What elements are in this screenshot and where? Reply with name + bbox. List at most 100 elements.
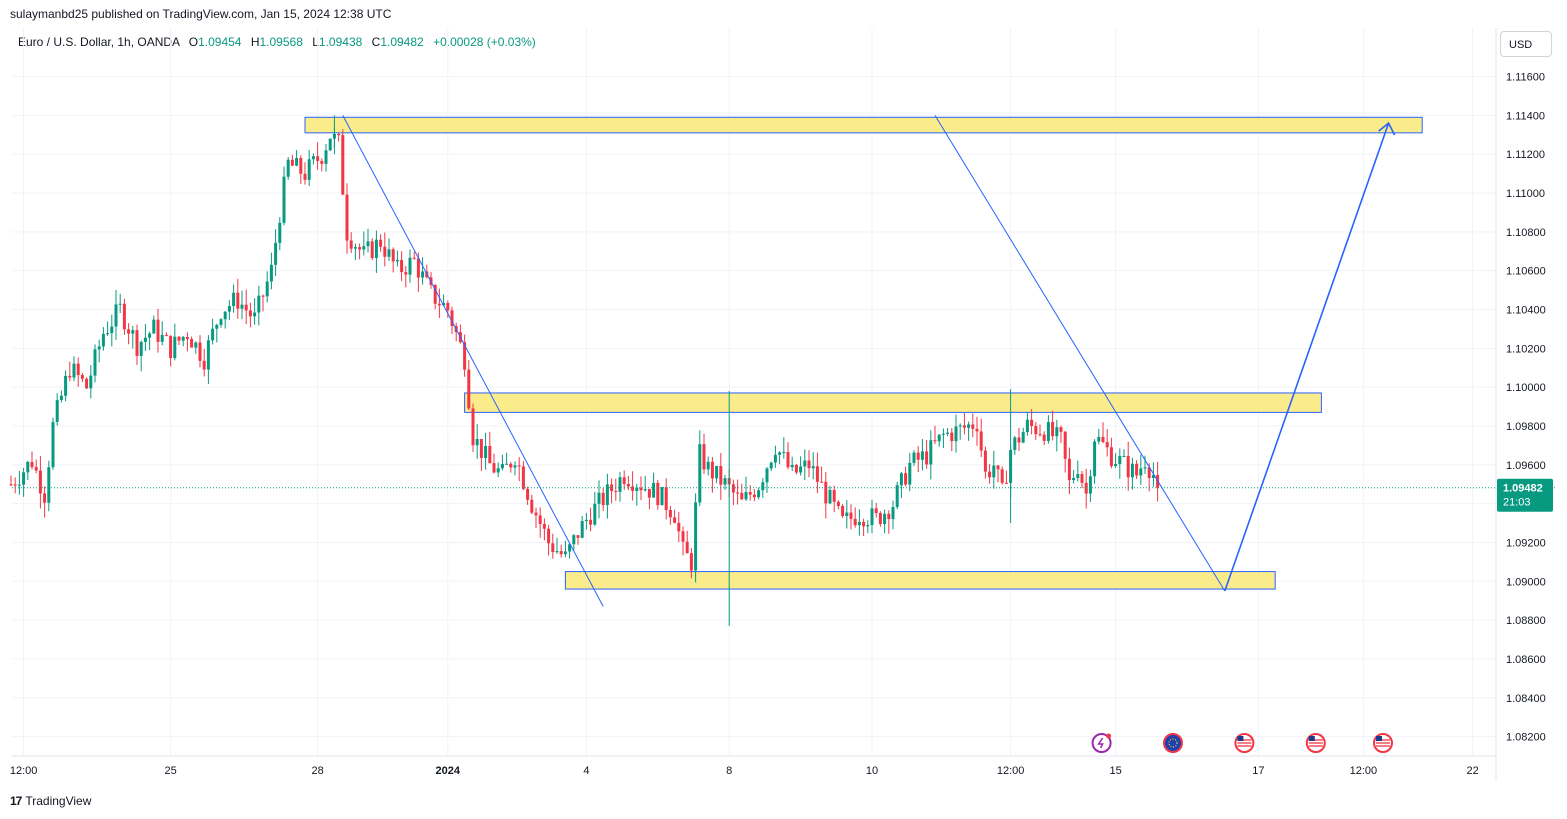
candle-body xyxy=(736,492,740,494)
candle-body xyxy=(715,465,719,479)
candle-body xyxy=(139,341,143,356)
candle-body xyxy=(236,292,240,309)
candle-body xyxy=(937,434,941,442)
price-tick-label: 1.09800 xyxy=(1506,421,1546,433)
candle-body xyxy=(64,375,68,396)
candle-body xyxy=(223,311,227,320)
candle-body xyxy=(807,460,811,469)
ohlc-legend: Euro / U.S. Dollar, 1h, OANDA O1.09454 H… xyxy=(18,35,536,49)
candle-body xyxy=(593,503,597,525)
candle-body xyxy=(992,465,996,478)
candle-body xyxy=(383,246,387,257)
candle-body xyxy=(689,553,693,571)
candle-body xyxy=(240,304,244,309)
candle-body xyxy=(551,543,555,553)
candle-body xyxy=(148,333,152,338)
last-price-badge xyxy=(1497,478,1553,512)
candle-body xyxy=(324,150,328,164)
candle-body xyxy=(849,512,853,519)
candle-body xyxy=(106,333,110,335)
candle-body xyxy=(857,521,861,526)
candle-body xyxy=(59,395,63,401)
candle-body xyxy=(874,508,878,514)
candle-body xyxy=(1055,427,1059,437)
price-zone xyxy=(564,571,1276,590)
candle-body xyxy=(769,462,773,469)
candle-body xyxy=(1101,436,1105,443)
candle-body xyxy=(677,522,681,532)
candle-body xyxy=(395,259,399,262)
candle-body xyxy=(773,454,777,463)
candle-body xyxy=(169,335,173,359)
candle-body xyxy=(177,336,181,341)
candle-body xyxy=(265,281,269,297)
candle-body xyxy=(421,271,425,278)
eu-stars xyxy=(1168,738,1178,748)
candle-body xyxy=(156,319,160,342)
candle-body xyxy=(656,482,660,506)
symbol-title: Euro / U.S. Dollar, 1h, OANDA xyxy=(18,35,180,49)
candle-body xyxy=(118,303,122,305)
candle-body xyxy=(626,484,630,487)
time-tick-label: 10 xyxy=(866,765,878,777)
candle-body xyxy=(559,551,563,555)
low-value: 1.09438 xyxy=(318,35,363,49)
candle-body xyxy=(244,304,248,311)
candle-body xyxy=(370,241,374,258)
price-tick-label: 1.08600 xyxy=(1506,654,1546,666)
candle-body xyxy=(668,509,672,518)
candle-body xyxy=(1126,455,1130,478)
candle-body xyxy=(299,158,303,174)
candle-body xyxy=(1034,425,1038,435)
high-value: 1.09568 xyxy=(259,35,303,49)
projection-arrow-head xyxy=(1378,121,1396,136)
time-tick-label: 25 xyxy=(164,765,176,777)
candle-body xyxy=(509,463,513,468)
candle-body xyxy=(1067,458,1071,481)
candle-body xyxy=(89,375,93,389)
candle-body xyxy=(954,426,958,442)
candle-body xyxy=(946,432,950,434)
candle-body xyxy=(950,432,954,442)
candle-body xyxy=(97,346,101,350)
time-tick-label: 15 xyxy=(1109,765,1121,777)
candle-body xyxy=(706,461,710,470)
candle-body xyxy=(127,329,131,334)
candle-body xyxy=(303,173,307,180)
candle-body xyxy=(1097,436,1101,442)
candle-body xyxy=(366,241,370,247)
candle-body xyxy=(1025,419,1029,433)
candle-body xyxy=(979,431,983,451)
candle-body xyxy=(76,363,80,376)
time-tick-label: 8 xyxy=(726,765,732,777)
published-line: sulaymanbd25 published on TradingView.co… xyxy=(10,7,392,21)
last-price-value: 1.09482 xyxy=(1503,483,1543,495)
candle-body xyxy=(1063,431,1067,459)
candle-body xyxy=(450,310,454,327)
candle-body xyxy=(160,334,164,342)
candle-body xyxy=(694,502,698,571)
candle-body xyxy=(316,156,320,161)
candle-body xyxy=(908,462,912,485)
candle-body xyxy=(446,302,450,311)
candle-body xyxy=(1084,482,1088,494)
candle-body xyxy=(173,336,177,359)
candle-body xyxy=(920,451,924,460)
candle-body xyxy=(93,349,97,376)
candle-body xyxy=(400,259,404,273)
candle-body xyxy=(862,521,866,527)
candle-body xyxy=(1021,432,1025,443)
candle-body xyxy=(786,452,790,468)
candle-body xyxy=(488,445,492,464)
currency-button[interactable]: USD xyxy=(1500,31,1552,57)
candle-body xyxy=(1000,469,1004,483)
countdown-value: 21:03 xyxy=(1503,497,1531,509)
candle-body xyxy=(261,295,265,297)
candle-body xyxy=(320,160,324,164)
candle-body xyxy=(664,487,668,510)
candle-body xyxy=(563,551,567,555)
candle-body xyxy=(983,450,987,472)
candle-body xyxy=(723,478,727,485)
candle-body xyxy=(1118,456,1122,464)
